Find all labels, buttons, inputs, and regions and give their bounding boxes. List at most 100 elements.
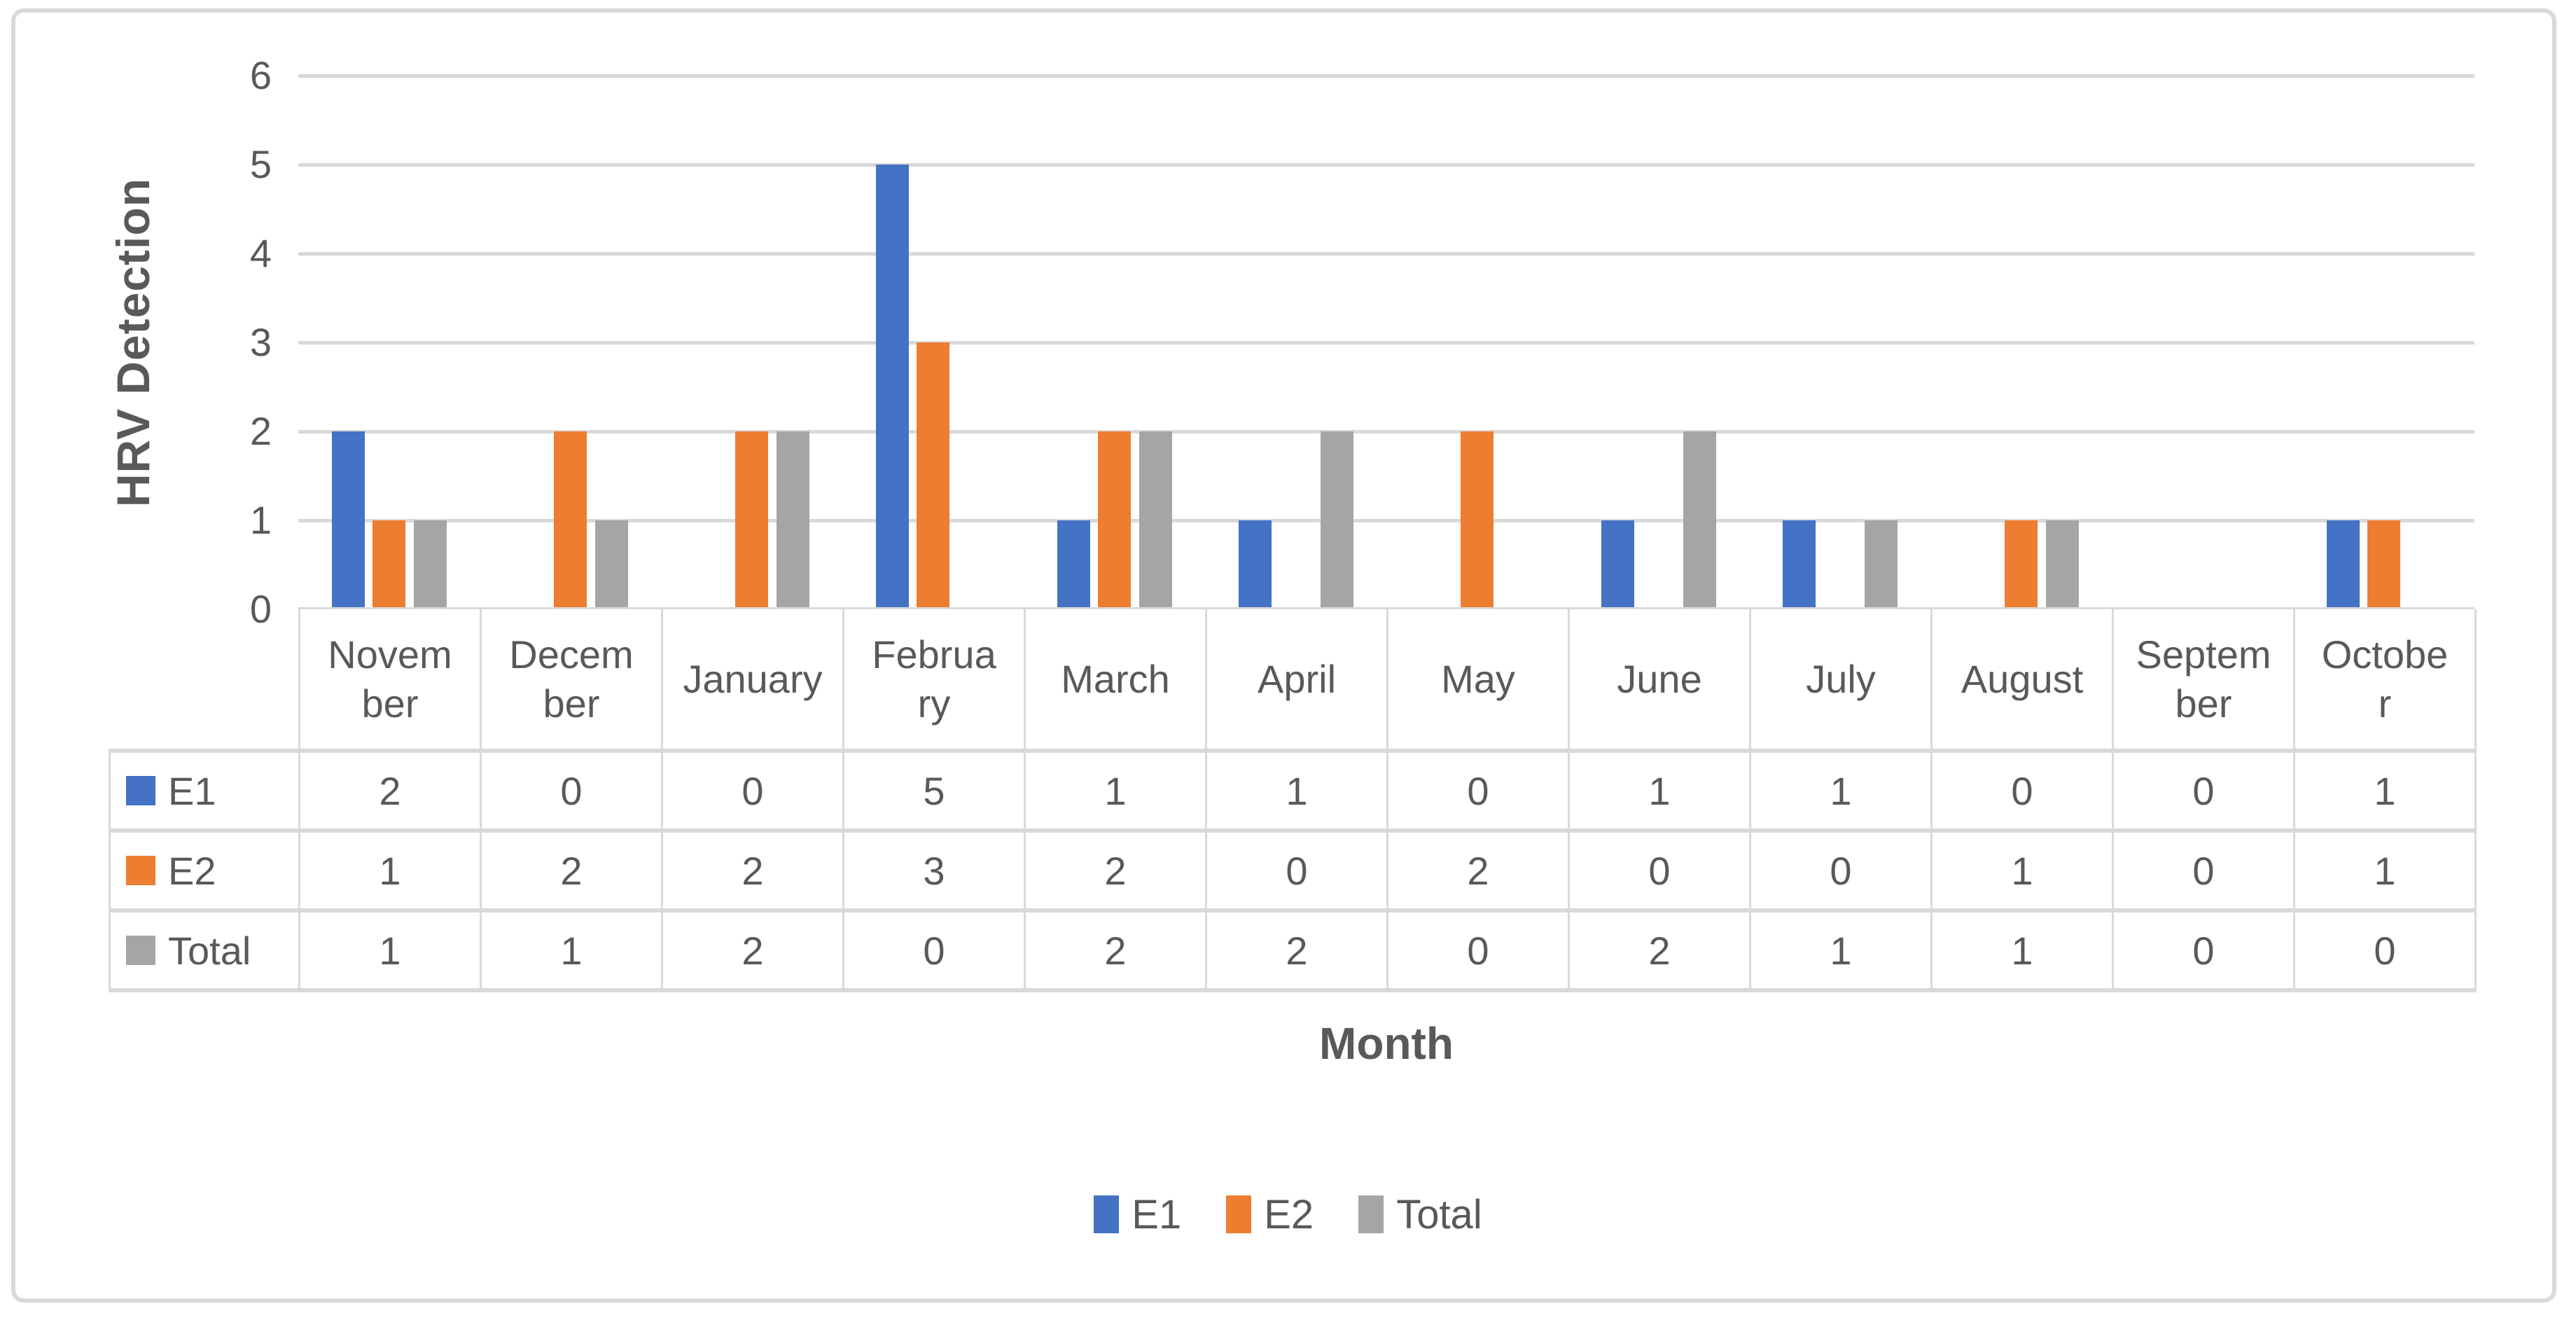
data-table: Novem ber Decem ber January Februa ry March A… xyxy=(109,609,2477,992)
table-cell-e2-march: 2 xyxy=(1024,828,1207,913)
gridline xyxy=(298,519,2474,522)
legend-label: E1 xyxy=(1132,1191,1182,1237)
y-tick-label: 5 xyxy=(249,142,272,186)
y-axis-title: HRV Detection xyxy=(107,177,159,508)
gridline xyxy=(298,430,2474,433)
bar-total-april xyxy=(1320,431,1353,607)
table-cell-total-april: 2 xyxy=(1205,908,1388,992)
bar-total-december xyxy=(594,520,628,607)
x-axis-title: Month xyxy=(1319,1018,1454,1069)
bar-e1-november xyxy=(331,431,365,607)
bar-total-november xyxy=(413,520,447,607)
table-cell-e1-may: 0 xyxy=(1386,749,1570,833)
month-header-july: July xyxy=(1749,609,1933,753)
table-cell-total-september: 0 xyxy=(2112,908,2295,992)
bar-e1-october xyxy=(2326,520,2360,607)
gridline xyxy=(298,252,2474,256)
row-label-e1: E1 xyxy=(109,749,300,833)
table-cell-e2-april: 0 xyxy=(1205,828,1388,913)
month-header-august: August xyxy=(1930,609,2114,753)
month-header-december: Decem ber xyxy=(480,609,663,753)
table-cell-e2-december: 2 xyxy=(480,828,663,913)
table-cell-total-october: 0 xyxy=(2293,908,2477,992)
legend-swatch-icon xyxy=(1358,1195,1384,1233)
table-header-row: Novem ber Decem ber January Februa ry March A… xyxy=(109,609,2477,753)
table-cell-e2-november: 1 xyxy=(298,828,482,913)
table-cell-e1-march: 1 xyxy=(1024,749,1207,833)
month-header-february: Februa ry xyxy=(842,609,1026,753)
y-tick-label: 1 xyxy=(249,498,272,542)
series-key-icon xyxy=(126,936,155,965)
month-header-june: June xyxy=(1568,609,1751,753)
table-cell-total-january: 2 xyxy=(661,908,844,992)
table-cell-total-may: 0 xyxy=(1386,908,1570,992)
month-header-january: January xyxy=(661,609,844,753)
bar-e2-december xyxy=(554,431,587,607)
y-tick-label: 4 xyxy=(249,231,272,275)
series-key-icon xyxy=(126,776,155,805)
table-cell-e2-june: 0 xyxy=(1568,828,1751,913)
y-tick-label: 6 xyxy=(249,53,272,97)
bar-e1-february xyxy=(875,165,909,607)
bar-e2-october xyxy=(2367,520,2400,607)
gridline xyxy=(298,74,2474,78)
table-cell-e1-july: 1 xyxy=(1749,749,1933,833)
table-row-total: Total 1 1 2 0 2 2 0 2 1 1 0 0 xyxy=(109,908,2477,992)
bar-e1-march xyxy=(1057,520,1090,607)
table-cell-e2-september: 0 xyxy=(2112,828,2295,913)
table-cell-total-march: 2 xyxy=(1024,908,1207,992)
bar-e2-march xyxy=(1098,431,1131,607)
bar-e2-may xyxy=(1461,431,1494,607)
bar-e2-january xyxy=(735,431,768,607)
month-header-april: April xyxy=(1205,609,1388,753)
legend-swatch-icon xyxy=(1226,1195,1252,1233)
legend-item-e2: E2 xyxy=(1226,1191,1314,1238)
table-cell-e1-april: 1 xyxy=(1205,749,1388,833)
table-cell-e2-july: 0 xyxy=(1749,828,1933,913)
month-header-october: Octobe r xyxy=(2293,609,2477,753)
row-label-e2: E2 xyxy=(109,828,300,913)
month-header-may: May xyxy=(1386,609,1570,753)
month-header-november: Novem ber xyxy=(298,609,482,753)
table-cell-total-december: 1 xyxy=(480,908,663,992)
series-name: E2 xyxy=(168,848,216,893)
bar-total-august xyxy=(2045,520,2079,607)
bar-total-march xyxy=(1139,431,1172,607)
bar-e2-august xyxy=(2005,520,2038,607)
table-cell-e1-june: 1 xyxy=(1568,749,1751,833)
table-cell-total-august: 1 xyxy=(1930,908,2114,992)
table-cell-e1-september: 0 xyxy=(2112,749,2295,833)
gridline xyxy=(298,341,2474,345)
table-cell-e1-december: 0 xyxy=(480,749,663,833)
y-tick-label: 3 xyxy=(249,320,272,364)
bar-e2-february xyxy=(917,342,949,607)
table-cell-e2-february: 3 xyxy=(842,828,1026,913)
bar-total-january xyxy=(776,431,809,607)
table-cell-total-november: 1 xyxy=(298,908,482,992)
series-name: Total xyxy=(168,928,251,973)
bar-total-june xyxy=(1683,431,1716,607)
table-cell-e1-august: 0 xyxy=(1930,749,2114,833)
table-cell-e2-may: 2 xyxy=(1386,828,1570,913)
table-row-e2: E2 1 2 2 3 2 0 2 0 0 1 0 1 xyxy=(109,828,2477,913)
table-cell-e1-november: 2 xyxy=(298,749,482,833)
table-row-e1: E1 2 0 0 5 1 1 0 1 1 0 0 1 xyxy=(109,749,2477,833)
legend-item-e1: E1 xyxy=(1094,1191,1181,1238)
table-cell-total-february: 0 xyxy=(842,908,1026,992)
legend-swatch-icon xyxy=(1094,1195,1120,1233)
table-cell-total-july: 1 xyxy=(1749,908,1933,992)
bar-e1-july xyxy=(1782,520,1816,607)
series-key-icon xyxy=(126,856,155,885)
table-cell-e1-october: 1 xyxy=(2293,749,2477,833)
y-tick-label: 2 xyxy=(249,409,272,453)
bar-e1-june xyxy=(1601,520,1634,607)
legend-label: Total xyxy=(1396,1191,1482,1237)
table-cell-e1-january: 0 xyxy=(661,749,844,833)
series-name: E1 xyxy=(168,768,216,813)
legend: E1 E2 Total xyxy=(0,1182,2576,1247)
table-cell-e2-january: 2 xyxy=(661,828,844,913)
table-cell-e1-february: 5 xyxy=(842,749,1026,833)
bar-e1-april xyxy=(1238,520,1272,607)
month-header-march: March xyxy=(1024,609,1207,753)
